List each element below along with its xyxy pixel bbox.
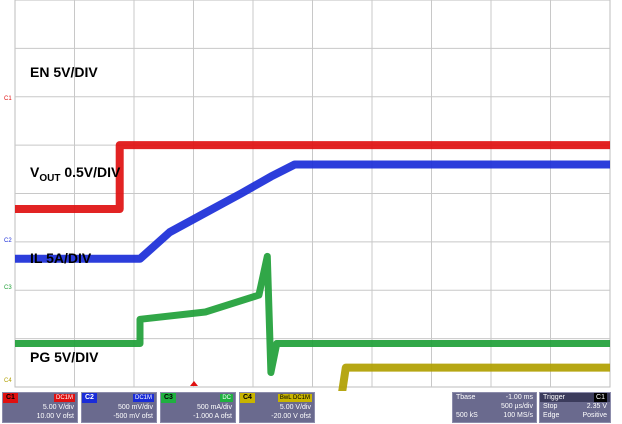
- channel-header-c3: C3 DC: [161, 393, 235, 403]
- timebase-label: Tbase: [456, 394, 476, 401]
- trigger-row-2: Stop 2.35 V: [540, 402, 610, 411]
- channel-box-c3[interactable]: C3 DC 500 mA/div -1.000 A ofst: [160, 392, 236, 423]
- channel-offset-c1: 10.00 V ofst: [36, 413, 74, 420]
- channel-coupling-c3: DC: [220, 394, 233, 402]
- pg-label: PG 5V/DIV: [30, 349, 99, 365]
- trigger-label: Trigger: [543, 394, 565, 401]
- en-label: EN 5V/DIV: [30, 64, 98, 80]
- c2-marker: C2: [4, 238, 12, 244]
- timebase-samples: 500 kS: [456, 412, 478, 419]
- trigger-mode: Stop: [543, 403, 558, 410]
- channel-scale-c1: 5.00 V/div: [42, 404, 74, 411]
- channel-offset-c2: -500 mV ofst: [113, 413, 153, 420]
- channel-offset-c3: -1.000 A ofst: [193, 413, 232, 420]
- trigger-row-1: Trigger C1: [540, 393, 610, 402]
- timebase-row-2: 500 µs/div: [453, 402, 536, 411]
- trigger-slope: Positive: [582, 412, 607, 419]
- channel-box-c1[interactable]: C1 DC1M 5.00 V/div 10.00 V ofst: [2, 392, 78, 423]
- vout-label: VOUT 0.5V/DIV: [30, 164, 121, 184]
- trigger-row-3: Edge Positive: [540, 411, 610, 420]
- c4-marker: C4: [4, 378, 12, 384]
- timebase-delay: -1.00 ms: [505, 394, 533, 401]
- channel-name-c4: C4: [240, 393, 255, 403]
- channel-name-c3: C3: [161, 393, 176, 403]
- c1-marker: C1: [4, 96, 12, 102]
- trigger-channel: C1: [594, 393, 607, 402]
- channel-scale-c2: 500 mV/div: [117, 404, 153, 411]
- channel-header-c4: C4 BwL DC1M: [240, 393, 314, 403]
- vout-label-sub: OUT: [39, 173, 60, 184]
- plot-traces: [15, 141, 610, 391]
- trace-c1: [15, 141, 610, 213]
- trace-c2: [15, 160, 610, 263]
- timebase-per-div: 500 µs/div: [500, 403, 533, 410]
- channel-header-c2: C2 DC1M: [82, 393, 156, 403]
- vout-label-rest: 0.5V/DIV: [60, 164, 121, 180]
- channel-name-c2: C2: [82, 393, 97, 403]
- timebase-rate: 100 MS/s: [503, 412, 533, 419]
- channel-box-c2[interactable]: C2 DC1M 500 mV/div -500 mV ofst: [81, 392, 157, 423]
- channel-box-c4[interactable]: C4 BwL DC1M 5.00 V/div -20.00 V ofst: [239, 392, 315, 423]
- channel-coupling-c2: DC1M: [132, 394, 154, 402]
- channel-scale-c4: 5.00 V/div: [279, 404, 311, 411]
- trigger-box[interactable]: Trigger C1 Stop 2.35 V Edge Positive: [539, 392, 611, 423]
- plot-grid: [15, 0, 610, 387]
- trigger-marker-icon: [190, 381, 198, 386]
- timebase-box[interactable]: Tbase -1.00 ms 500 µs/div 500 kS 100 MS/…: [452, 392, 537, 423]
- channel-offset-c4: -20.00 V ofst: [271, 413, 311, 420]
- timebase-row-3: 500 kS 100 MS/s: [453, 411, 536, 420]
- channel-coupling-c1: DC1M: [53, 394, 75, 402]
- channel-name-c1: C1: [3, 393, 18, 403]
- trigger-type: Edge: [543, 412, 560, 419]
- channel-coupling-c4: BwL DC1M: [277, 394, 312, 402]
- channel-header-c1: C1 DC1M: [3, 393, 77, 403]
- status-bar: C1 DC1M 5.00 V/div 10.00 V ofst C2 DC1M …: [0, 391, 622, 424]
- timebase-row-1: Tbase -1.00 ms: [453, 393, 536, 402]
- trigger-level: 2.35 V: [586, 403, 607, 410]
- vout-label-main: V: [30, 164, 40, 180]
- oscilloscope-plot: C1 C2 C3 C4 EN 5V/DIV VOUT 0.5V/DIV IL 5…: [4, 0, 611, 391]
- trace-c4: [338, 363, 610, 391]
- channel-scale-c3: 500 mA/div: [196, 404, 232, 411]
- il-label: IL 5A/DIV: [30, 250, 92, 266]
- c3-marker: C3: [4, 285, 12, 291]
- trace-c3: [15, 252, 610, 376]
